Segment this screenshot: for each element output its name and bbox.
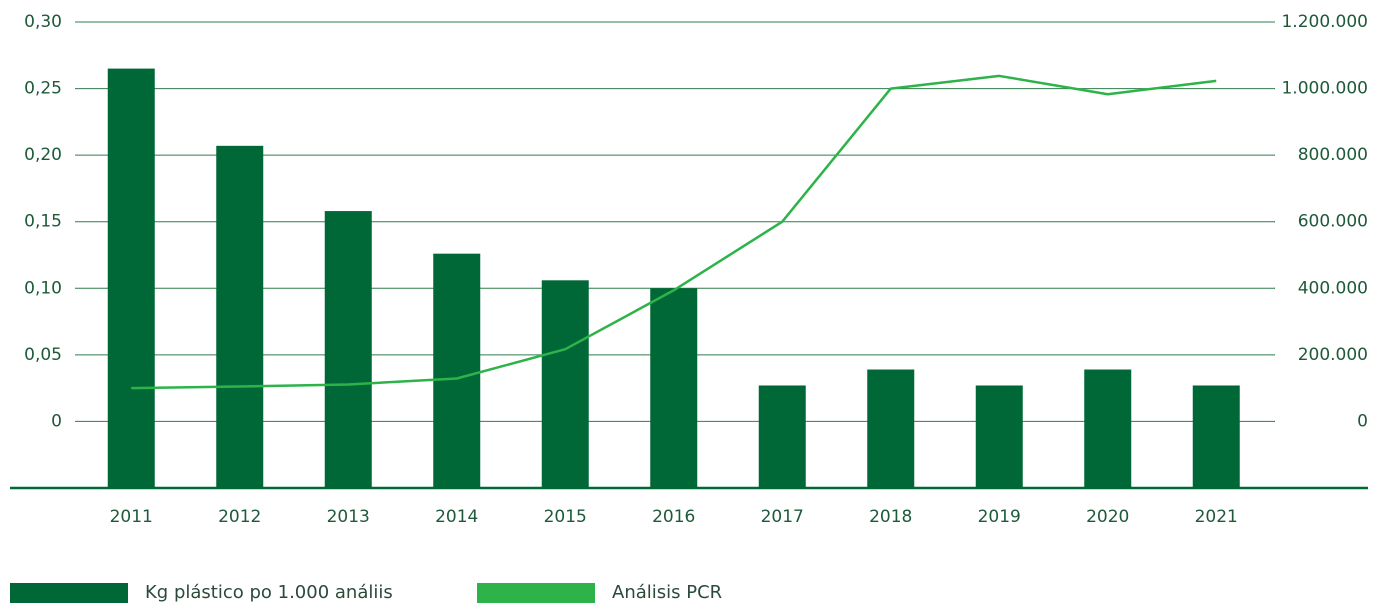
- y-tick-label: 0,25: [24, 79, 62, 99]
- y-tick-label: 0,15: [24, 212, 62, 232]
- bar: [216, 145, 264, 488]
- y2-tick-label: 400.000: [1298, 278, 1368, 298]
- y2-tick-label: 600.000: [1298, 212, 1368, 232]
- line: [131, 74, 1217, 390]
- bar: [433, 253, 481, 488]
- legend-label: Kg plástico po 1.000 análiis: [145, 582, 393, 603]
- x-tick-label: 2012: [218, 507, 261, 527]
- y-tick-label: 0,20: [24, 145, 62, 165]
- y-tick-label: 0,30: [24, 12, 62, 32]
- bar: [324, 211, 372, 488]
- x-tick-label: 2011: [110, 507, 153, 527]
- legend-label: Análisis PCR: [612, 582, 722, 603]
- bar: [541, 280, 589, 488]
- x-tick-label: 2014: [435, 507, 478, 527]
- bar: [975, 385, 1023, 488]
- x-tick-label: 2017: [761, 507, 804, 527]
- y2-tick-label: 200.000: [1298, 345, 1368, 365]
- bar: [758, 385, 806, 488]
- y-tick-label: 0: [51, 411, 62, 431]
- x-tick-label: 2016: [652, 507, 695, 527]
- bar: [650, 288, 698, 488]
- x-tick-label: 2020: [1086, 507, 1129, 527]
- legend-swatch: [10, 583, 128, 603]
- y2-tick-label: 0: [1357, 411, 1368, 431]
- y2-tick-label: 1.000.000: [1281, 79, 1368, 99]
- x-tick-label: 2018: [869, 507, 912, 527]
- legend-swatch: [477, 583, 595, 603]
- legend: Kg plástico po 1.000 análiis Análisis PCR: [10, 582, 722, 603]
- x-tick-label: 2019: [978, 507, 1021, 527]
- bar: [107, 68, 155, 488]
- bar: [1084, 369, 1132, 488]
- y-tick-label: 0,10: [24, 278, 62, 298]
- y-tick-label: 0,05: [24, 345, 62, 365]
- bar: [867, 369, 915, 488]
- x-tick-label: 2021: [1195, 507, 1238, 527]
- bar: [1192, 385, 1240, 488]
- y2-tick-label: 1.200.000: [1281, 12, 1368, 32]
- x-tick-label: 2013: [327, 507, 370, 527]
- y2-tick-label: 800.000: [1298, 145, 1368, 165]
- x-tick-label: 2015: [544, 507, 587, 527]
